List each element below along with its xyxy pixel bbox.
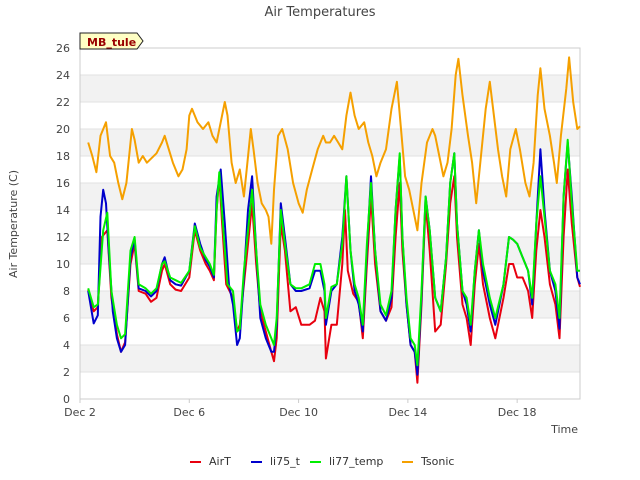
y-tick-label: 6 — [63, 312, 70, 325]
station-label-box: MB_tule — [79, 32, 144, 50]
y-tick-label: 24 — [56, 69, 70, 82]
series-line-tsonic — [87, 56, 581, 245]
grid-band — [80, 102, 580, 129]
series-lines — [87, 56, 581, 384]
y-tick-label: 26 — [56, 42, 70, 55]
x-tick-label: Dec 14 — [388, 406, 427, 419]
station-label: MB_tule — [87, 36, 136, 49]
x-axis-ticks: Dec 2 Dec 6 Dec 10 Dec 14 Dec 18 — [64, 399, 537, 419]
y-axis-title: Air Temperature (C) — [7, 170, 20, 278]
grid-band — [80, 75, 580, 102]
plot-frame — [79, 47, 581, 400]
y-tick-label: 16 — [56, 177, 70, 190]
chart-title: Air Temperatures — [264, 5, 375, 20]
legend-label-airt: AirT — [209, 455, 231, 468]
grid-bands — [80, 47, 580, 400]
x-tick-label: Dec 2 — [64, 406, 96, 419]
series-line-li77-temp — [87, 138, 580, 367]
x-tick-label: Dec 6 — [173, 406, 205, 419]
legend-label-li77-temp: li77_temp — [329, 455, 383, 468]
grid-band — [80, 345, 580, 372]
legend: AirT li75_t li77_temp Tsonic — [190, 455, 454, 468]
y-tick-label: 12 — [56, 231, 70, 244]
grid-band — [80, 48, 580, 75]
grid-band — [80, 237, 580, 264]
x-tick-label: Dec 18 — [498, 406, 537, 419]
y-tick-label: 18 — [56, 150, 70, 163]
y-tick-label: 10 — [56, 258, 70, 271]
y-tick-label: 0 — [63, 393, 70, 406]
x-axis-title: Time — [550, 423, 578, 436]
legend-label-tsonic: Tsonic — [420, 455, 454, 468]
legend-label-li75-t: li75_t — [270, 455, 301, 468]
x-tick-label: Dec 10 — [279, 406, 318, 419]
grid-band — [80, 183, 580, 210]
grid-band — [80, 156, 580, 183]
y-tick-label: 14 — [56, 204, 70, 217]
y-tick-label: 20 — [56, 123, 70, 136]
series-line-airt — [87, 168, 581, 384]
y-tick-label: 2 — [63, 366, 70, 379]
grid-band — [80, 372, 580, 399]
y-tick-label: 8 — [63, 285, 70, 298]
grid-band — [80, 210, 580, 237]
y-tick-label: 4 — [63, 339, 70, 352]
y-tick-label: 22 — [56, 96, 70, 109]
